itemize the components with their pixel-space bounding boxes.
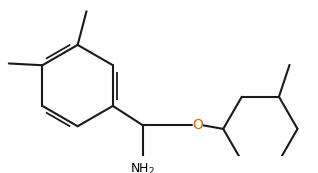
Text: NH$_2$: NH$_2$ [130, 162, 156, 173]
Text: O: O [192, 118, 203, 132]
